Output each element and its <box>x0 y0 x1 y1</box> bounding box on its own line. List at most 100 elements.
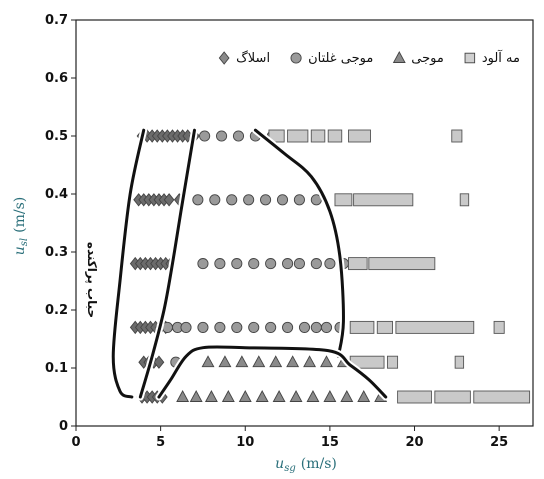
diamond-point <box>163 193 175 207</box>
mist-flow-bar <box>434 390 471 404</box>
triangle-legend-marker <box>392 51 406 63</box>
triangle-point <box>238 390 252 402</box>
x-axis-ticks: 0 5 10 15 20 25 <box>71 426 508 450</box>
regime-boundary-line <box>253 128 345 358</box>
triangle-point <box>204 390 218 402</box>
legend-label: مه آلود <box>482 49 520 66</box>
mist-flow-bar <box>368 257 436 271</box>
triangle-point <box>189 390 203 402</box>
y-tick-label: 0 <box>59 419 68 434</box>
mist-flow-bar <box>493 320 505 334</box>
mist-flow-bar <box>397 390 432 404</box>
x-tick-label: 10 <box>236 435 254 450</box>
mist-flow-bar <box>454 355 465 369</box>
mist-flow-bar <box>349 320 375 334</box>
circle-point <box>248 321 260 333</box>
regime-boundary-line <box>157 345 388 399</box>
triangle-point <box>320 355 333 368</box>
mist-flow-bar <box>327 129 343 143</box>
mist-flow-bar <box>473 390 531 404</box>
triangle-point <box>176 390 190 402</box>
boundary-curves <box>109 126 390 401</box>
circle-point <box>265 258 277 270</box>
legend-item: موجی <box>392 51 444 66</box>
circle-point <box>192 194 204 206</box>
triangle-point <box>289 390 303 402</box>
series-triangle <box>176 355 388 402</box>
diamond-legend-marker <box>218 51 230 65</box>
x-tick-label: 5 <box>156 435 165 450</box>
x-tick-label: 25 <box>490 435 508 450</box>
y-axis-title: usl(m/s) <box>12 197 30 255</box>
x-tick-label: 15 <box>321 435 339 450</box>
y-tick-label: 0.2 <box>45 303 68 318</box>
circle-point <box>216 130 228 142</box>
mist-flow-bar <box>334 193 353 207</box>
regime-boundary-line <box>138 128 196 399</box>
triangle-point <box>235 355 249 368</box>
triangle-point <box>272 390 286 402</box>
mist-flow-bar <box>348 257 368 271</box>
legend-item: موجی غلتان <box>290 51 373 66</box>
x-tick-label: 0 <box>71 435 80 450</box>
circle-point <box>320 321 333 333</box>
legend-item: اسلاگ <box>218 49 270 66</box>
circle-point <box>231 321 243 333</box>
y-tick-label: 0.4 <box>45 187 68 202</box>
circle-point <box>265 321 277 333</box>
y-tick-label: 0.3 <box>45 245 68 260</box>
mist-flow-bar <box>451 129 463 143</box>
circle-point <box>248 258 260 270</box>
mist-flow-bar <box>310 129 326 143</box>
x-tick-label: 20 <box>405 435 423 450</box>
mist-flow-bar <box>386 355 399 369</box>
circle-point <box>260 194 272 206</box>
circle-point <box>282 258 294 270</box>
legend-label: اسلاگ <box>236 49 270 66</box>
triangle-point <box>303 355 317 368</box>
plot-frame <box>75 19 534 427</box>
circle-point <box>310 258 322 270</box>
triangle-point <box>286 355 300 368</box>
regime-boundary-line <box>111 128 146 399</box>
triangle-point <box>269 355 283 368</box>
dispersed-bubble-label: حباب پراکنده <box>85 242 99 318</box>
circle-point <box>324 258 336 270</box>
mist-flow-bar <box>353 193 414 207</box>
circle-point <box>226 194 238 206</box>
y-axis-ticks: 0 0.1 0.2 0.3 0.4 0.5 0.6 0.7 <box>45 13 76 434</box>
series-bar <box>268 129 531 404</box>
mist-flow-bar <box>287 129 309 143</box>
y-tick-label: 0.7 <box>45 13 68 28</box>
triangle-point <box>306 390 320 402</box>
circle-point <box>231 258 243 270</box>
diamond-point <box>153 355 165 369</box>
triangle-point <box>323 390 337 402</box>
circle-point <box>209 194 221 206</box>
circle-point <box>197 258 209 270</box>
mist-flow-bar <box>268 129 285 143</box>
y-tick-label: 0.5 <box>45 129 68 144</box>
plot-area-border <box>75 19 534 427</box>
circle-point <box>298 321 311 333</box>
triangle-point <box>357 390 371 402</box>
circle-point <box>199 130 211 142</box>
circle-point <box>276 194 289 206</box>
legend-label: موجی غلتان <box>308 51 373 66</box>
triangle-point <box>201 355 215 368</box>
series-circle <box>161 130 349 368</box>
legend: مه آلود موجی موجی غلتان اسلاگ <box>218 49 520 66</box>
circle-point <box>214 258 226 270</box>
circle-point <box>232 130 245 142</box>
circle-point <box>310 321 322 333</box>
circle-point <box>214 321 226 333</box>
boundary-halo <box>155 343 390 401</box>
triangle-point <box>221 390 235 402</box>
legend-label: موجی <box>411 51 444 66</box>
mist-flow-bar <box>459 193 470 207</box>
square-legend-marker <box>464 52 476 64</box>
triangle-point <box>255 390 269 402</box>
circle-point <box>243 194 255 206</box>
circle-legend-marker <box>290 52 302 64</box>
